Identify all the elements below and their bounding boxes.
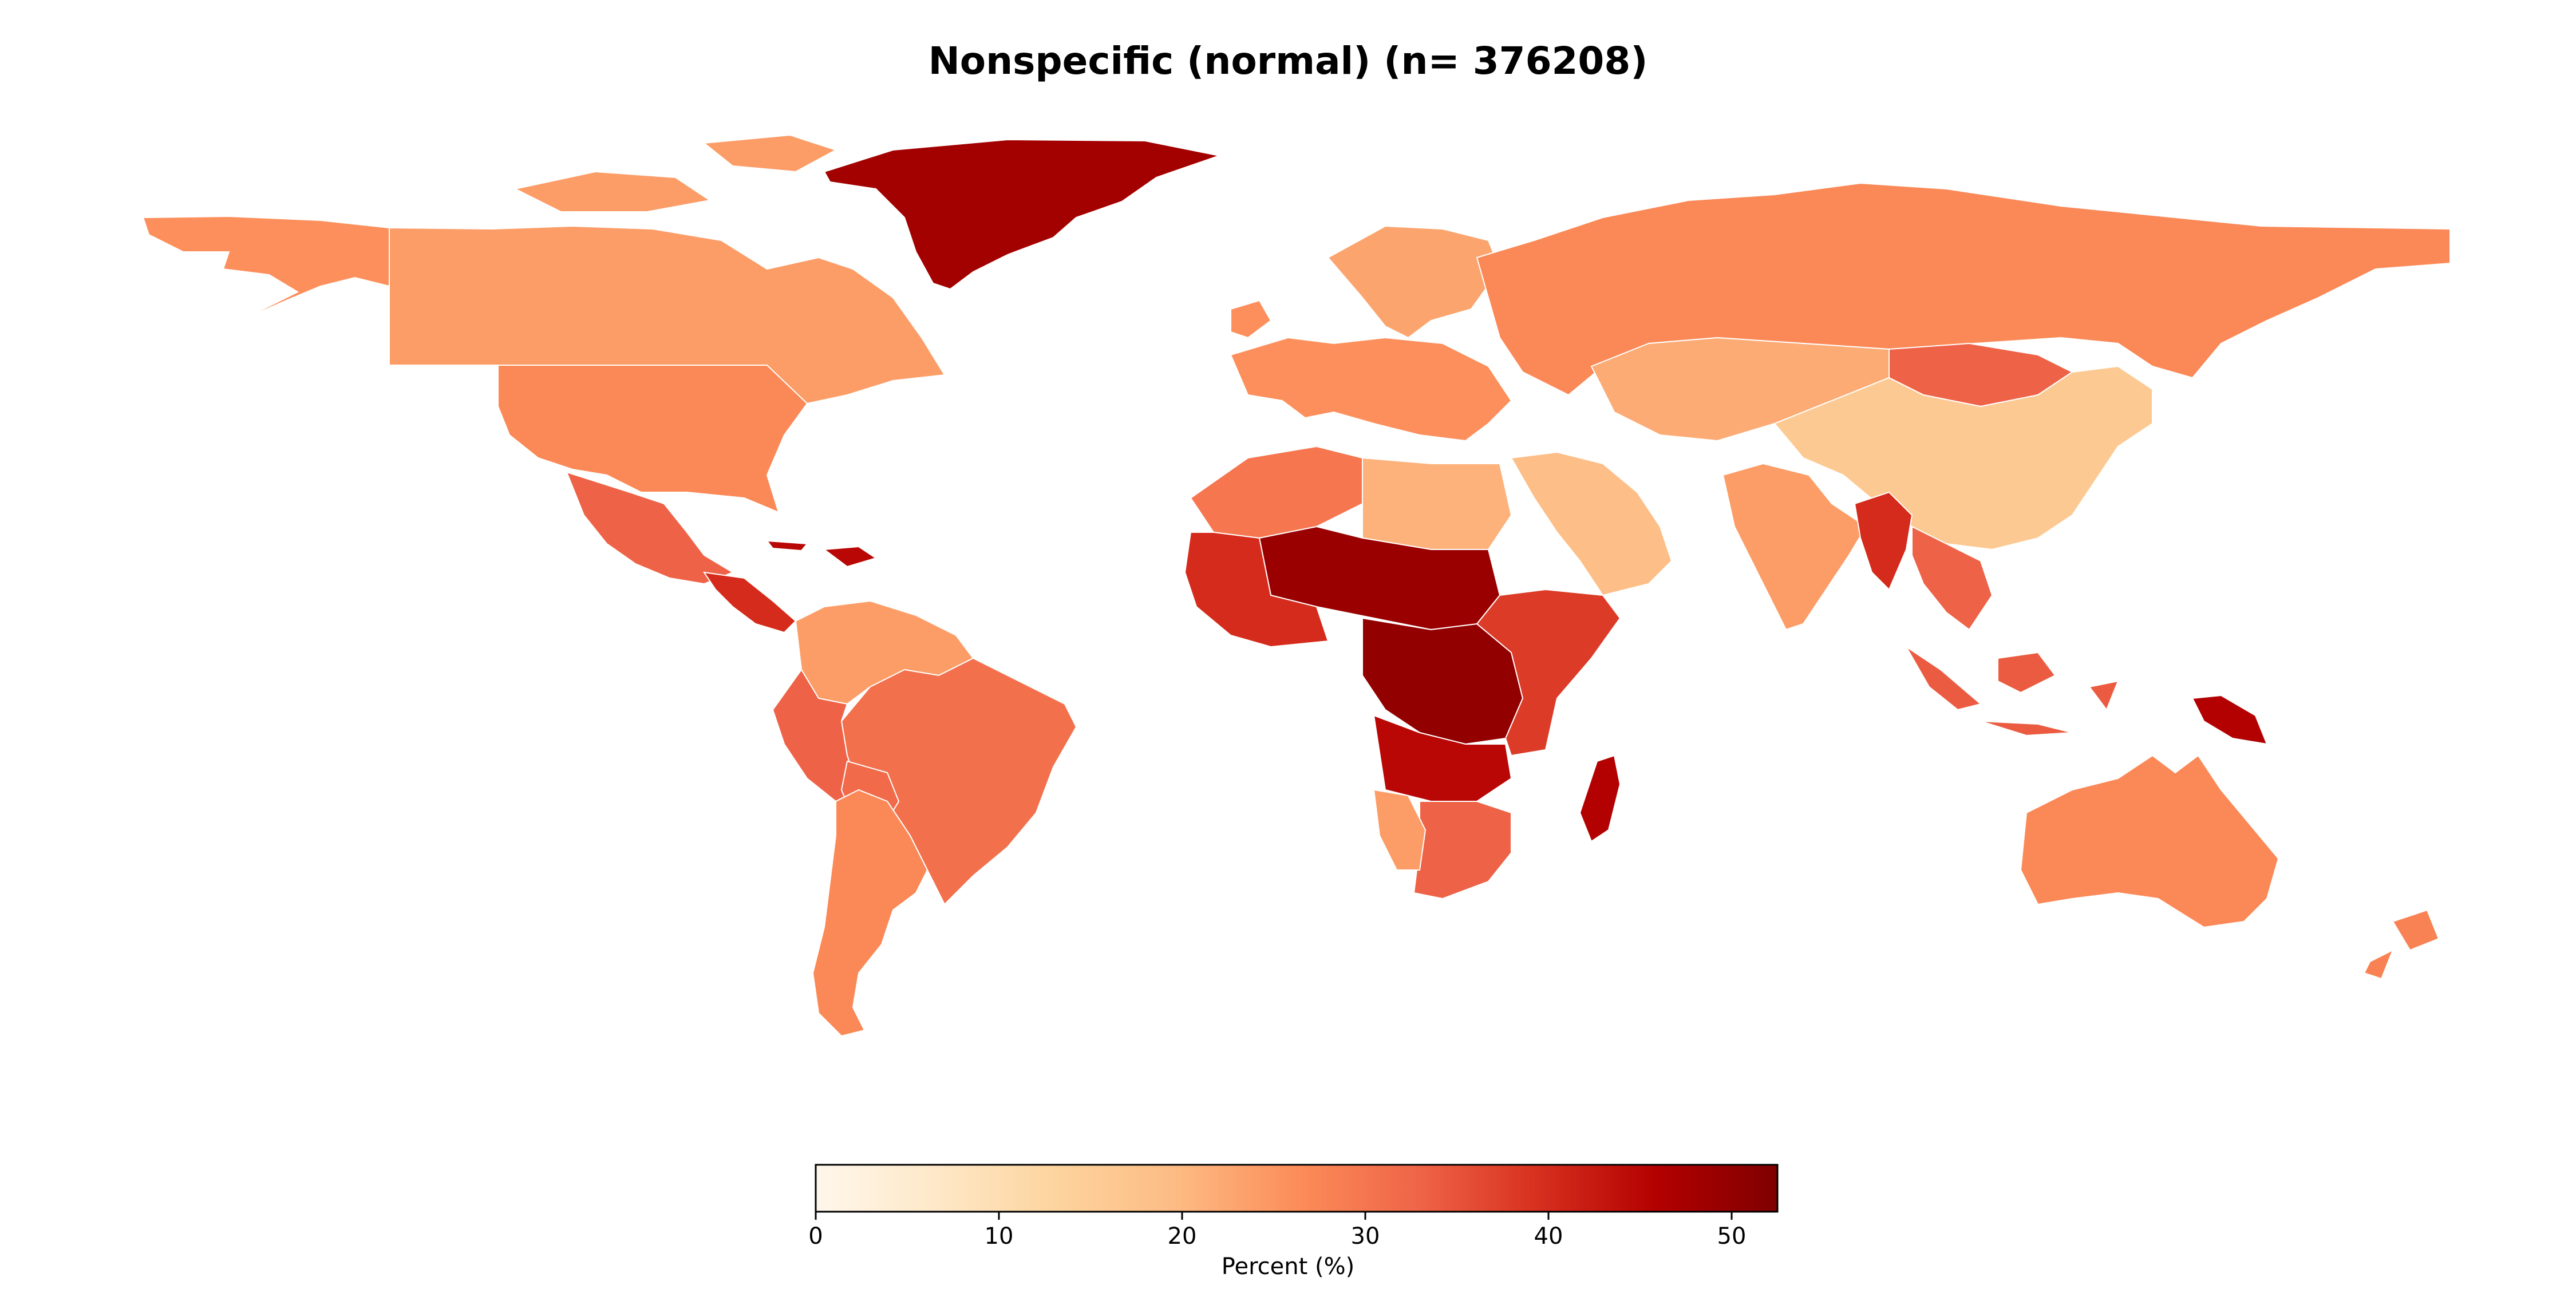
region-peru [772, 669, 860, 802]
region-new-zealand [2363, 909, 2440, 980]
region-west-africa [1184, 532, 1329, 648]
region-middle-east [1510, 451, 1673, 596]
colorbar-tick-label-30: 30 [1351, 1223, 1380, 1249]
region-egypt-libya [1362, 457, 1512, 550]
region-myanmar [1854, 491, 1913, 591]
colorbar-tick-label-10: 10 [985, 1223, 1014, 1249]
region-namibia [1373, 789, 1427, 871]
region-greenland [823, 139, 1222, 290]
region-central-america [702, 571, 797, 634]
colorbar-tick-label-40: 40 [1534, 1223, 1563, 1249]
region-australia [2020, 754, 2279, 928]
map-title: Nonspecific (normal) (n= 376208) [928, 39, 1648, 83]
colorbar-gradient [815, 1164, 1779, 1213]
region-papua-new-guinea [2191, 694, 2268, 745]
region-caribbean [765, 540, 878, 568]
region-western-europe [1230, 299, 1512, 442]
region-madagascar [1579, 754, 1621, 843]
colorbar-label: Percent (%) [1221, 1253, 1355, 1280]
colorbar: 0 10 20 30 40 50 [808, 1164, 1779, 1249]
region-east-africa [1476, 588, 1621, 757]
region-north-africa [1190, 445, 1363, 539]
region-scandinavia [1327, 225, 1501, 339]
colorbar-tick-label-0: 0 [808, 1223, 823, 1249]
region-argentina-chile [812, 789, 929, 1037]
colorbar-tick-label-20: 20 [1168, 1223, 1197, 1249]
region-india [1722, 462, 1867, 631]
map-regions [142, 134, 2451, 1037]
region-alaska [142, 215, 390, 321]
region-united-states [497, 365, 808, 513]
region-southern-africa [1413, 801, 1512, 900]
region-indonesia [1906, 646, 2119, 737]
region-southeast-asia [1911, 525, 1993, 631]
colorbar-tick-label-50: 50 [1717, 1223, 1747, 1249]
region-angola-zambia [1373, 714, 1512, 802]
